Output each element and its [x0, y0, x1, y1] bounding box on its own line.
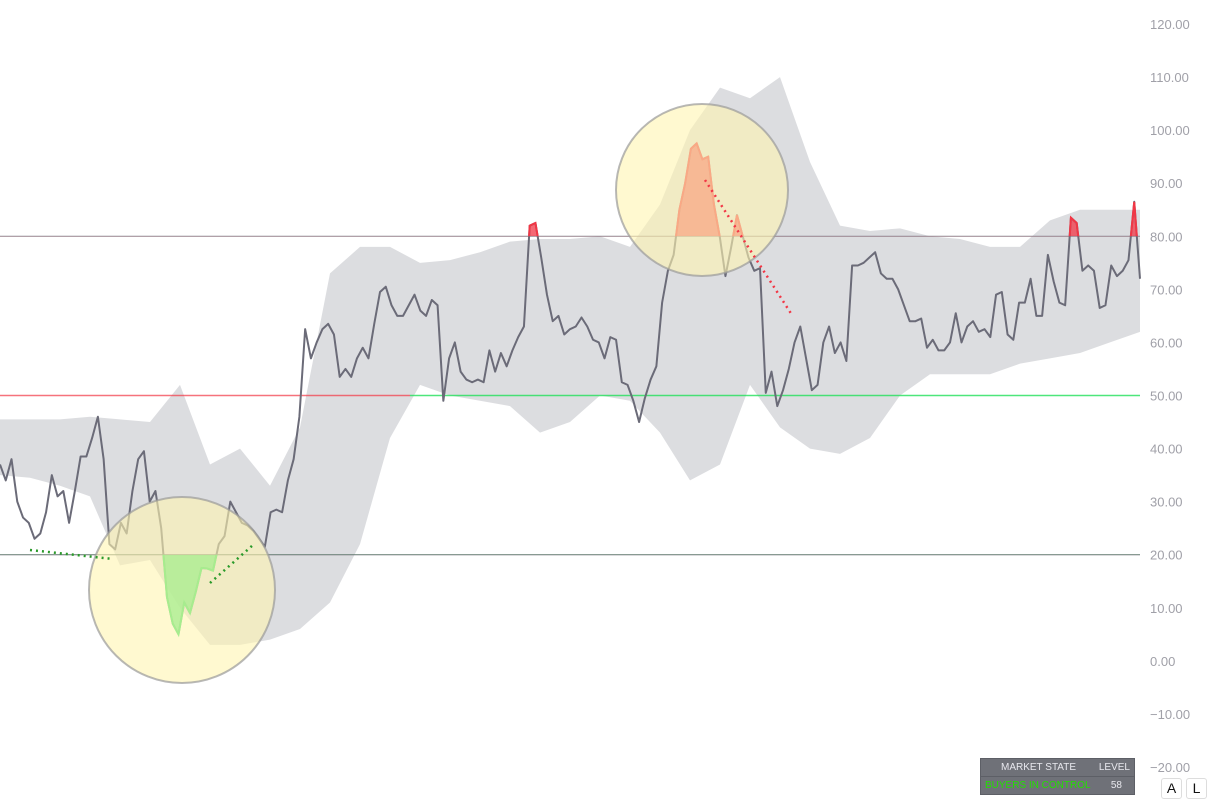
y-tick-label: 20.00 [1150, 548, 1183, 563]
log-scale-button[interactable]: L [1186, 778, 1207, 799]
oversold-highlight-circle [88, 496, 276, 684]
market-state-value: BUYERS IN CONTROL [985, 780, 1091, 791]
y-tick-label: 30.00 [1150, 495, 1183, 510]
level-header: LEVEL [1098, 762, 1130, 773]
y-tick-label: 80.00 [1150, 229, 1183, 244]
y-tick-label: 70.00 [1150, 282, 1183, 297]
y-tick-label: 10.00 [1150, 601, 1183, 616]
band-area [0, 77, 1140, 645]
market-state-header: MARKET STATE [1001, 762, 1077, 773]
market-state-table: MARKET STATE LEVEL BUYERS IN CONTROL 58 [980, 758, 1135, 795]
level-value: 58 [1110, 780, 1122, 791]
divergence-line-red [703, 179, 794, 316]
overbought-highlight-circle [615, 103, 789, 277]
y-tick-label: 60.00 [1150, 335, 1183, 350]
y-tick-label: 0.00 [1150, 654, 1175, 669]
divergence-line-green-1 [29, 548, 114, 561]
y-tick-label: 120.00 [1150, 17, 1190, 32]
y-tick-label: 50.00 [1150, 389, 1183, 404]
y-tick-label: 100.00 [1150, 123, 1190, 138]
y-tick-label: 40.00 [1150, 442, 1183, 457]
y-tick-label: 90.00 [1150, 176, 1183, 191]
auto-scale-button[interactable]: A [1161, 778, 1182, 799]
y-tick-label: −10.00 [1150, 707, 1190, 722]
y-tick-label: 110.00 [1150, 70, 1189, 85]
y-tick-label: −20.00 [1150, 760, 1190, 775]
